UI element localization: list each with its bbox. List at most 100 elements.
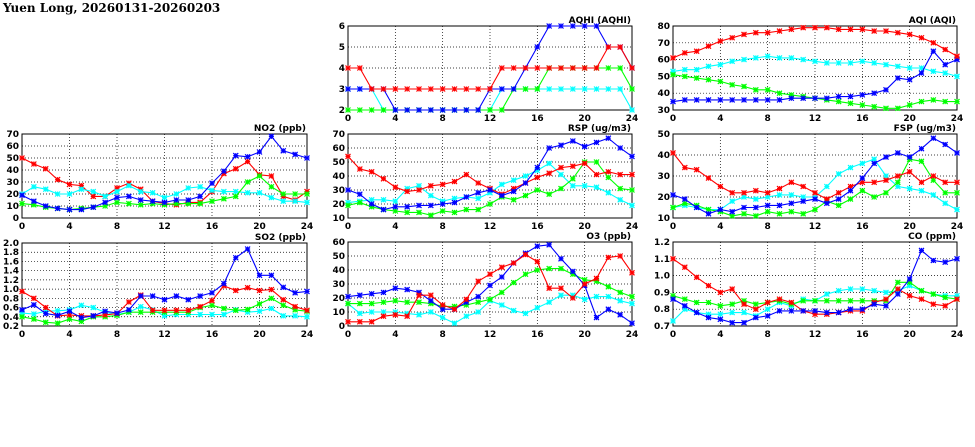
data-point <box>788 208 795 215</box>
data-point <box>593 293 600 300</box>
data-point <box>558 285 564 292</box>
data-point <box>693 299 700 306</box>
data-point <box>427 192 434 199</box>
data-point <box>752 29 759 36</box>
x-tick-label: 24 <box>626 222 639 232</box>
data-point <box>185 307 192 314</box>
data-point <box>670 318 676 324</box>
data-point <box>741 297 747 304</box>
data-point <box>451 195 458 202</box>
data-point <box>66 181 73 188</box>
data-point <box>90 188 97 195</box>
y-tick-label: 40 <box>332 172 345 182</box>
data-point <box>345 199 351 206</box>
data-point <box>558 171 564 178</box>
data-point <box>232 254 239 261</box>
data-point <box>717 96 724 103</box>
data-point <box>871 194 878 200</box>
data-point <box>102 193 109 200</box>
data-point <box>487 296 493 303</box>
data-point <box>534 167 541 174</box>
data-point <box>498 264 505 271</box>
y-tick-label: 4 <box>339 64 345 74</box>
data-point <box>463 206 470 213</box>
data-point <box>859 286 866 292</box>
x-tick-label: 12 <box>484 222 497 232</box>
data-point <box>475 206 482 213</box>
data-point <box>788 200 795 207</box>
data-point <box>392 198 399 205</box>
data-point <box>883 86 889 93</box>
data-point <box>605 189 612 196</box>
data-point <box>416 202 422 209</box>
data-point <box>356 300 363 307</box>
data-point <box>292 151 299 158</box>
data-point <box>670 204 676 211</box>
data-point <box>835 309 842 316</box>
data-point <box>741 96 747 103</box>
x-tick-label: 4 <box>392 114 398 124</box>
chart-title: AQHI (AQHI) <box>569 16 631 26</box>
y-tick-label: 0.4 <box>3 313 19 323</box>
data-point <box>368 300 375 307</box>
data-point <box>197 193 204 200</box>
data-point <box>475 195 482 202</box>
data-point <box>54 307 61 314</box>
data-point <box>954 56 960 63</box>
data-point <box>392 184 399 191</box>
series <box>345 135 635 213</box>
data-point <box>451 178 458 185</box>
chart-title: NO2 (ppb) <box>254 124 306 134</box>
data-point <box>416 187 422 193</box>
data-point <box>209 180 215 187</box>
data-point <box>847 60 854 66</box>
data-point <box>894 291 901 298</box>
data-point <box>605 174 612 181</box>
data-point <box>812 206 818 213</box>
data-point <box>883 28 889 34</box>
data-point <box>392 285 399 292</box>
data-point <box>78 314 85 321</box>
x-tick-label: 24 <box>951 330 964 340</box>
data-point <box>629 107 635 113</box>
data-point <box>752 314 759 321</box>
data-point <box>954 292 960 299</box>
data-point <box>380 86 387 92</box>
data-point <box>859 160 866 167</box>
data-point <box>629 300 635 307</box>
data-point <box>681 49 688 56</box>
data-point <box>368 107 375 113</box>
data-point <box>244 158 251 165</box>
y-tick-label: 40 <box>657 151 670 161</box>
data-point <box>90 193 97 200</box>
data-point <box>812 189 818 196</box>
data-point <box>42 310 49 317</box>
data-point <box>717 183 724 190</box>
data-point <box>292 303 299 310</box>
y-tick-label: 20 <box>332 200 345 210</box>
data-point <box>345 86 351 92</box>
data-point <box>439 181 446 188</box>
data-point <box>705 43 712 50</box>
data-point <box>776 202 783 209</box>
data-point <box>776 96 783 103</box>
data-point <box>220 195 227 202</box>
chart-panel: RSP (ug/m3) 10 20 30 40 50 60 70 0 4 8 12 16 20 24 <box>332 124 638 232</box>
data-point <box>752 212 759 219</box>
series <box>19 133 310 213</box>
data-point <box>812 311 818 318</box>
x-tick-label: 16 <box>531 114 544 124</box>
data-point <box>764 86 771 93</box>
data-point <box>66 206 73 213</box>
data-point <box>534 44 541 50</box>
data-point <box>741 204 747 211</box>
data-point <box>954 179 960 186</box>
data-point <box>954 206 960 213</box>
data-point <box>498 274 505 280</box>
series <box>19 246 310 321</box>
data-point <box>427 300 434 307</box>
data-point <box>66 308 73 315</box>
data-point <box>764 312 771 319</box>
data-point <box>244 284 251 291</box>
x-tick-label: 0 <box>19 222 25 232</box>
